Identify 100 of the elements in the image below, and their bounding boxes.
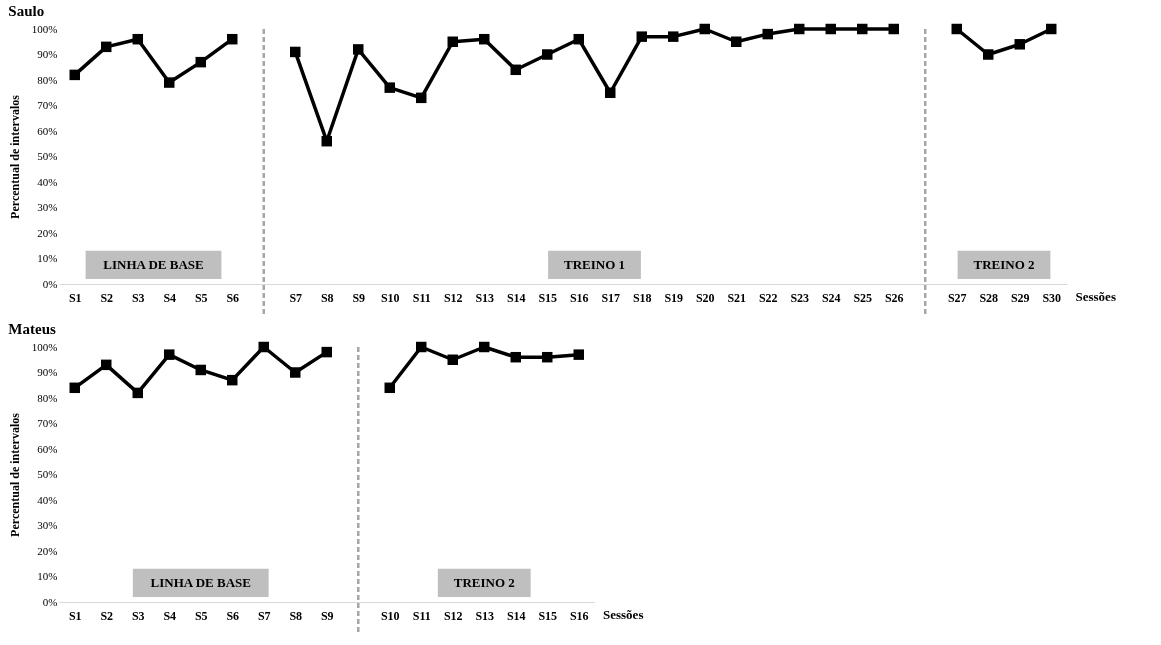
y-tick-label: 10% [37, 252, 58, 264]
x-tick-label: S8 [289, 608, 303, 623]
x-tick-label: S10 [380, 608, 400, 623]
x-tick-label: S30 [1042, 290, 1062, 305]
x-tick-label: S6 [226, 608, 240, 623]
y-tick-label: 70% [37, 99, 58, 111]
y-tick-label: 40% [37, 175, 58, 188]
y-tick-label: 100% [31, 340, 58, 353]
x-tick-label: S27 [947, 290, 967, 305]
y-tick-label: 90% [37, 366, 58, 378]
point [416, 92, 427, 104]
x-axis-title: Sessões [1075, 288, 1116, 304]
x-tick-label: S16 [569, 608, 589, 623]
x-tick-label: S10 [380, 290, 400, 305]
point [132, 387, 143, 399]
point [384, 82, 395, 93]
x-tick-label: S24 [821, 290, 841, 305]
point [731, 36, 742, 47]
x-tick-label: S15 [538, 290, 558, 305]
y-tick-label: 50% [37, 150, 58, 162]
x-tick-label: S6 [226, 290, 240, 305]
x-tick-label: S7 [257, 608, 271, 623]
point [353, 44, 364, 55]
chart-title: Mateus [8, 321, 56, 337]
y-tick-label: 0% [42, 595, 58, 608]
point [762, 28, 773, 40]
x-tick-label: S2 [100, 290, 114, 305]
x-tick-label: S16 [569, 290, 589, 305]
point [384, 382, 395, 394]
point [573, 33, 584, 45]
x-tick-label: S3 [131, 608, 145, 623]
x-tick-label: S14 [506, 608, 526, 623]
x-tick-label: S26 [884, 290, 904, 305]
point [794, 23, 805, 35]
point [479, 33, 490, 45]
x-tick-label: S5 [194, 608, 208, 623]
x-tick-label: S5 [194, 290, 208, 305]
point [636, 31, 647, 42]
x-tick-label: S4 [163, 608, 177, 623]
x-tick-label: S21 [727, 290, 747, 305]
x-tick-label: S25 [853, 290, 873, 305]
x-tick-label: S11 [412, 608, 431, 623]
point [888, 23, 899, 35]
point [321, 135, 332, 147]
x-tick-label: S29 [1010, 290, 1030, 305]
x-tick-label: S17 [601, 290, 621, 305]
y-tick-label: 50% [37, 468, 58, 480]
y-tick-label: 60% [37, 124, 58, 137]
y-tick-label: 30% [37, 519, 58, 531]
x-tick-label: S28 [979, 290, 999, 305]
y-tick-label: 100% [31, 22, 58, 35]
point [699, 23, 710, 35]
point [951, 23, 962, 35]
point [321, 346, 332, 358]
y-tick-label: 20% [37, 226, 58, 239]
x-tick-label: S13 [475, 608, 495, 623]
x-tick-label: S3 [131, 290, 145, 305]
y-axis-title: Percentual de intervalos [7, 94, 22, 219]
point [416, 341, 427, 353]
y-tick-label: 20% [37, 544, 58, 557]
point [510, 351, 521, 363]
x-tick-label: S18 [632, 290, 652, 305]
x-tick-label: S11 [412, 290, 431, 305]
y-tick-label: 60% [37, 442, 58, 455]
y-axis-title: Percentual de intervalos [7, 412, 22, 537]
x-tick-label: S4 [163, 290, 177, 305]
point [227, 374, 238, 386]
x-tick-label: S19 [664, 290, 684, 305]
annotation: TREINO 1 [563, 256, 626, 272]
point [542, 49, 553, 60]
y-tick-label: 10% [37, 570, 58, 582]
y-tick-label: 80% [37, 391, 58, 404]
point [668, 31, 679, 42]
point [573, 349, 584, 360]
chart-title: Saulo [8, 3, 45, 19]
x-axis-title: Sessões [603, 606, 644, 622]
x-tick-label: S14 [506, 290, 526, 305]
x-tick-label: S23 [790, 290, 810, 305]
point [542, 351, 553, 363]
point [290, 367, 301, 378]
point [447, 354, 458, 365]
point [1046, 23, 1057, 35]
y-tick-label: 70% [37, 417, 58, 429]
point [195, 364, 206, 376]
x-tick-label: S9 [320, 608, 334, 623]
y-tick-label: 90% [37, 48, 58, 60]
x-tick-label: S8 [320, 290, 334, 305]
point [69, 382, 80, 394]
x-tick-label: S22 [758, 290, 778, 305]
x-tick-label: S20 [695, 290, 715, 305]
y-tick-label: 30% [37, 201, 58, 213]
x-tick-label: S9 [352, 290, 366, 305]
x-tick-label: S13 [475, 290, 495, 305]
point [983, 49, 994, 60]
point [258, 341, 269, 353]
point [101, 359, 112, 371]
x-tick-label: S7 [289, 290, 303, 305]
point [1014, 39, 1025, 50]
point [605, 87, 616, 98]
point [479, 341, 490, 353]
